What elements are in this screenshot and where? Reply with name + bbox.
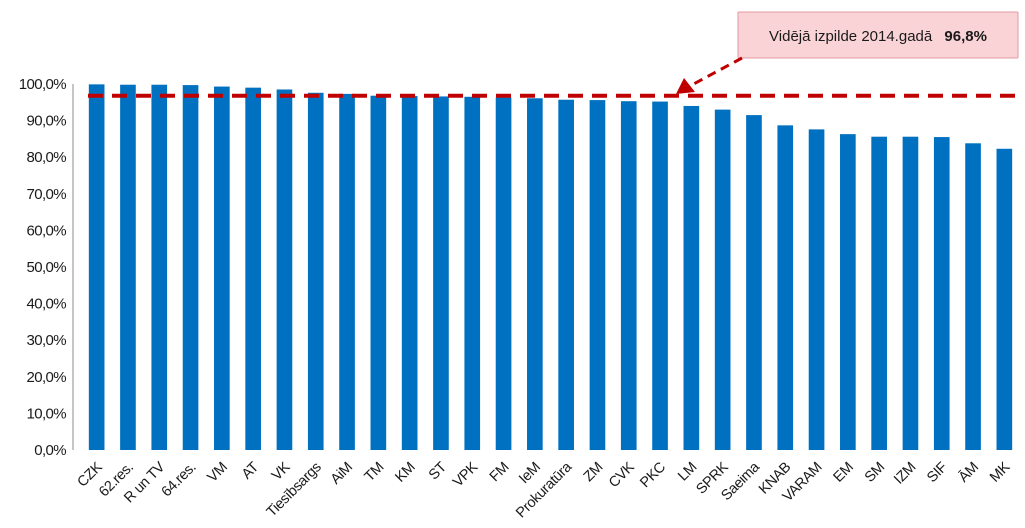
- x-tick-label: VK: [269, 459, 294, 484]
- x-tick-label: LM: [675, 460, 700, 485]
- bar: [965, 143, 981, 451]
- bar: [652, 101, 668, 451]
- bar: [902, 136, 919, 451]
- bar: [401, 96, 418, 450]
- y-tick-label: 0,0%: [34, 442, 66, 459]
- y-tick-label: 20,0%: [26, 369, 66, 386]
- x-tick-label: SM: [862, 460, 888, 486]
- x-tick-label: MK: [987, 459, 1014, 486]
- bar: [464, 96, 481, 450]
- y-tick-label: 80,0%: [26, 149, 66, 166]
- bar: [777, 125, 794, 450]
- y-axis: 0,0% 10,0% 20,0% 30,0% 40,0% 50,0% 60,0% 70,0% 8…: [19, 76, 74, 459]
- x-tick-label: AiM: [328, 460, 356, 488]
- bar: [840, 134, 856, 450]
- bar: [620, 101, 637, 451]
- x-tick-label: 64.res.: [159, 460, 200, 501]
- bar: [120, 84, 136, 451]
- x-tick-label: VPK: [450, 459, 481, 490]
- bar: [214, 86, 230, 450]
- x-tick-label: TM: [362, 460, 388, 486]
- bar: [182, 85, 199, 451]
- bar: [527, 98, 543, 451]
- x-tick-label: ST: [426, 459, 450, 483]
- bar: [558, 99, 574, 450]
- callout-arrow: [689, 56, 743, 88]
- bar: [433, 96, 449, 450]
- x-tick-label: KM: [392, 460, 418, 486]
- bar: [370, 95, 387, 450]
- callout-value: 96,8%: [944, 28, 987, 45]
- bars: [88, 84, 1013, 451]
- x-tick-label: VM: [205, 460, 231, 486]
- average-callout: Vidējā izpilde 2014.gadā 96,8%: [676, 11, 1019, 94]
- bar: [808, 129, 825, 450]
- bar: [746, 115, 762, 451]
- bar: [714, 109, 731, 451]
- bar: [339, 93, 355, 450]
- x-tick-label: FM: [487, 460, 513, 486]
- callout-text: Vidējā izpilde 2014.gadā 96,8%: [769, 28, 987, 45]
- x-tick-label: IZM: [891, 460, 919, 488]
- bar: [683, 105, 700, 451]
- x-tick-label: EM: [831, 460, 857, 486]
- bar: [589, 100, 606, 450]
- y-tick-label: 30,0%: [26, 332, 66, 349]
- y-tick-label: 100,0%: [19, 76, 67, 93]
- bar: [871, 136, 887, 451]
- bar: [996, 148, 1013, 451]
- bar: [495, 97, 512, 451]
- callout-box: [737, 11, 1019, 59]
- bar: [245, 87, 261, 450]
- x-tick-label: CVK: [606, 459, 638, 491]
- y-tick-label: 60,0%: [26, 222, 66, 239]
- x-tick-label: ĀM: [956, 460, 982, 486]
- x-tick-label: AT: [239, 459, 262, 482]
- x-tick-label: PKC: [637, 460, 669, 492]
- bar: [307, 92, 324, 450]
- y-tick-label: 40,0%: [26, 296, 66, 313]
- bar: [88, 84, 105, 450]
- x-tick-label: ZM: [581, 460, 607, 486]
- y-tick-label: 90,0%: [26, 113, 66, 130]
- y-tick-label: 50,0%: [26, 259, 66, 276]
- y-tick-label: 70,0%: [26, 186, 66, 203]
- bar: [933, 137, 950, 450]
- callout-arrowhead: [676, 78, 695, 94]
- y-tick-label: 10,0%: [26, 405, 66, 422]
- bar: [276, 89, 293, 451]
- x-tick-label: SIF: [924, 459, 951, 486]
- bar: [151, 84, 168, 451]
- callout-label: Vidējā izpilde 2014.gadā: [769, 28, 933, 45]
